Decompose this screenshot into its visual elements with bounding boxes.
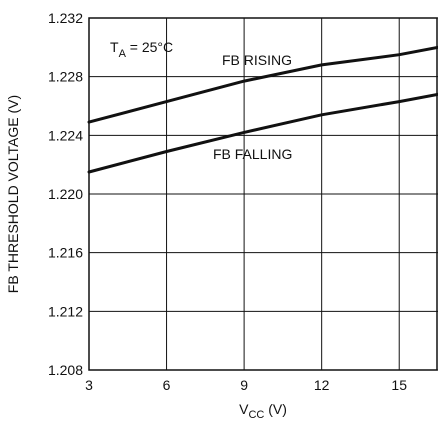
y-tick-label: 1.232 [48, 10, 83, 26]
x-axis-label: VCC (V) [239, 401, 287, 421]
series-line-fb-rising [87, 45, 438, 124]
series-label-fb-falling: FB FALLING [213, 146, 292, 162]
temperature-annotation: TA = 25°C [110, 39, 173, 60]
y-tick-label: 1.212 [48, 303, 83, 319]
x-tick-label: 15 [391, 377, 407, 393]
x-tick-label: 12 [314, 377, 330, 393]
x-axis-label-subscript: CC [248, 409, 264, 421]
y-tick-label: 1.208 [48, 362, 83, 378]
y-tick-label: 1.224 [48, 127, 83, 143]
x-tick-label: 9 [240, 377, 248, 393]
x-tick-labels: 3 6 9 12 15 [85, 377, 407, 393]
annotation-tail: = 25°C [126, 39, 173, 55]
y-tick-label: 1.220 [48, 186, 83, 202]
y-tick-label: 1.216 [48, 245, 83, 261]
grid-lines [88, 17, 438, 371]
plot-frame [88, 17, 438, 371]
x-axis-label-tail: (V) [264, 401, 287, 417]
x-tick-label: 3 [85, 377, 93, 393]
y-axis-label: FB THRESHOLD VOLTAGE (V) [5, 95, 21, 293]
y-tick-label: 1.228 [48, 69, 83, 85]
series-layer [87, 45, 438, 174]
x-tick-label: 6 [163, 377, 171, 393]
series-label-fb-rising: FB RISING [222, 52, 292, 68]
annotation-subscript: A [119, 48, 127, 60]
series-line-fb-falling [87, 92, 438, 174]
x-axis-label-main: V [239, 401, 249, 417]
annotation-main: T [110, 39, 119, 55]
y-tick-labels: 1.208 1.212 1.216 1.220 1.224 1.228 1.232 [48, 10, 83, 378]
